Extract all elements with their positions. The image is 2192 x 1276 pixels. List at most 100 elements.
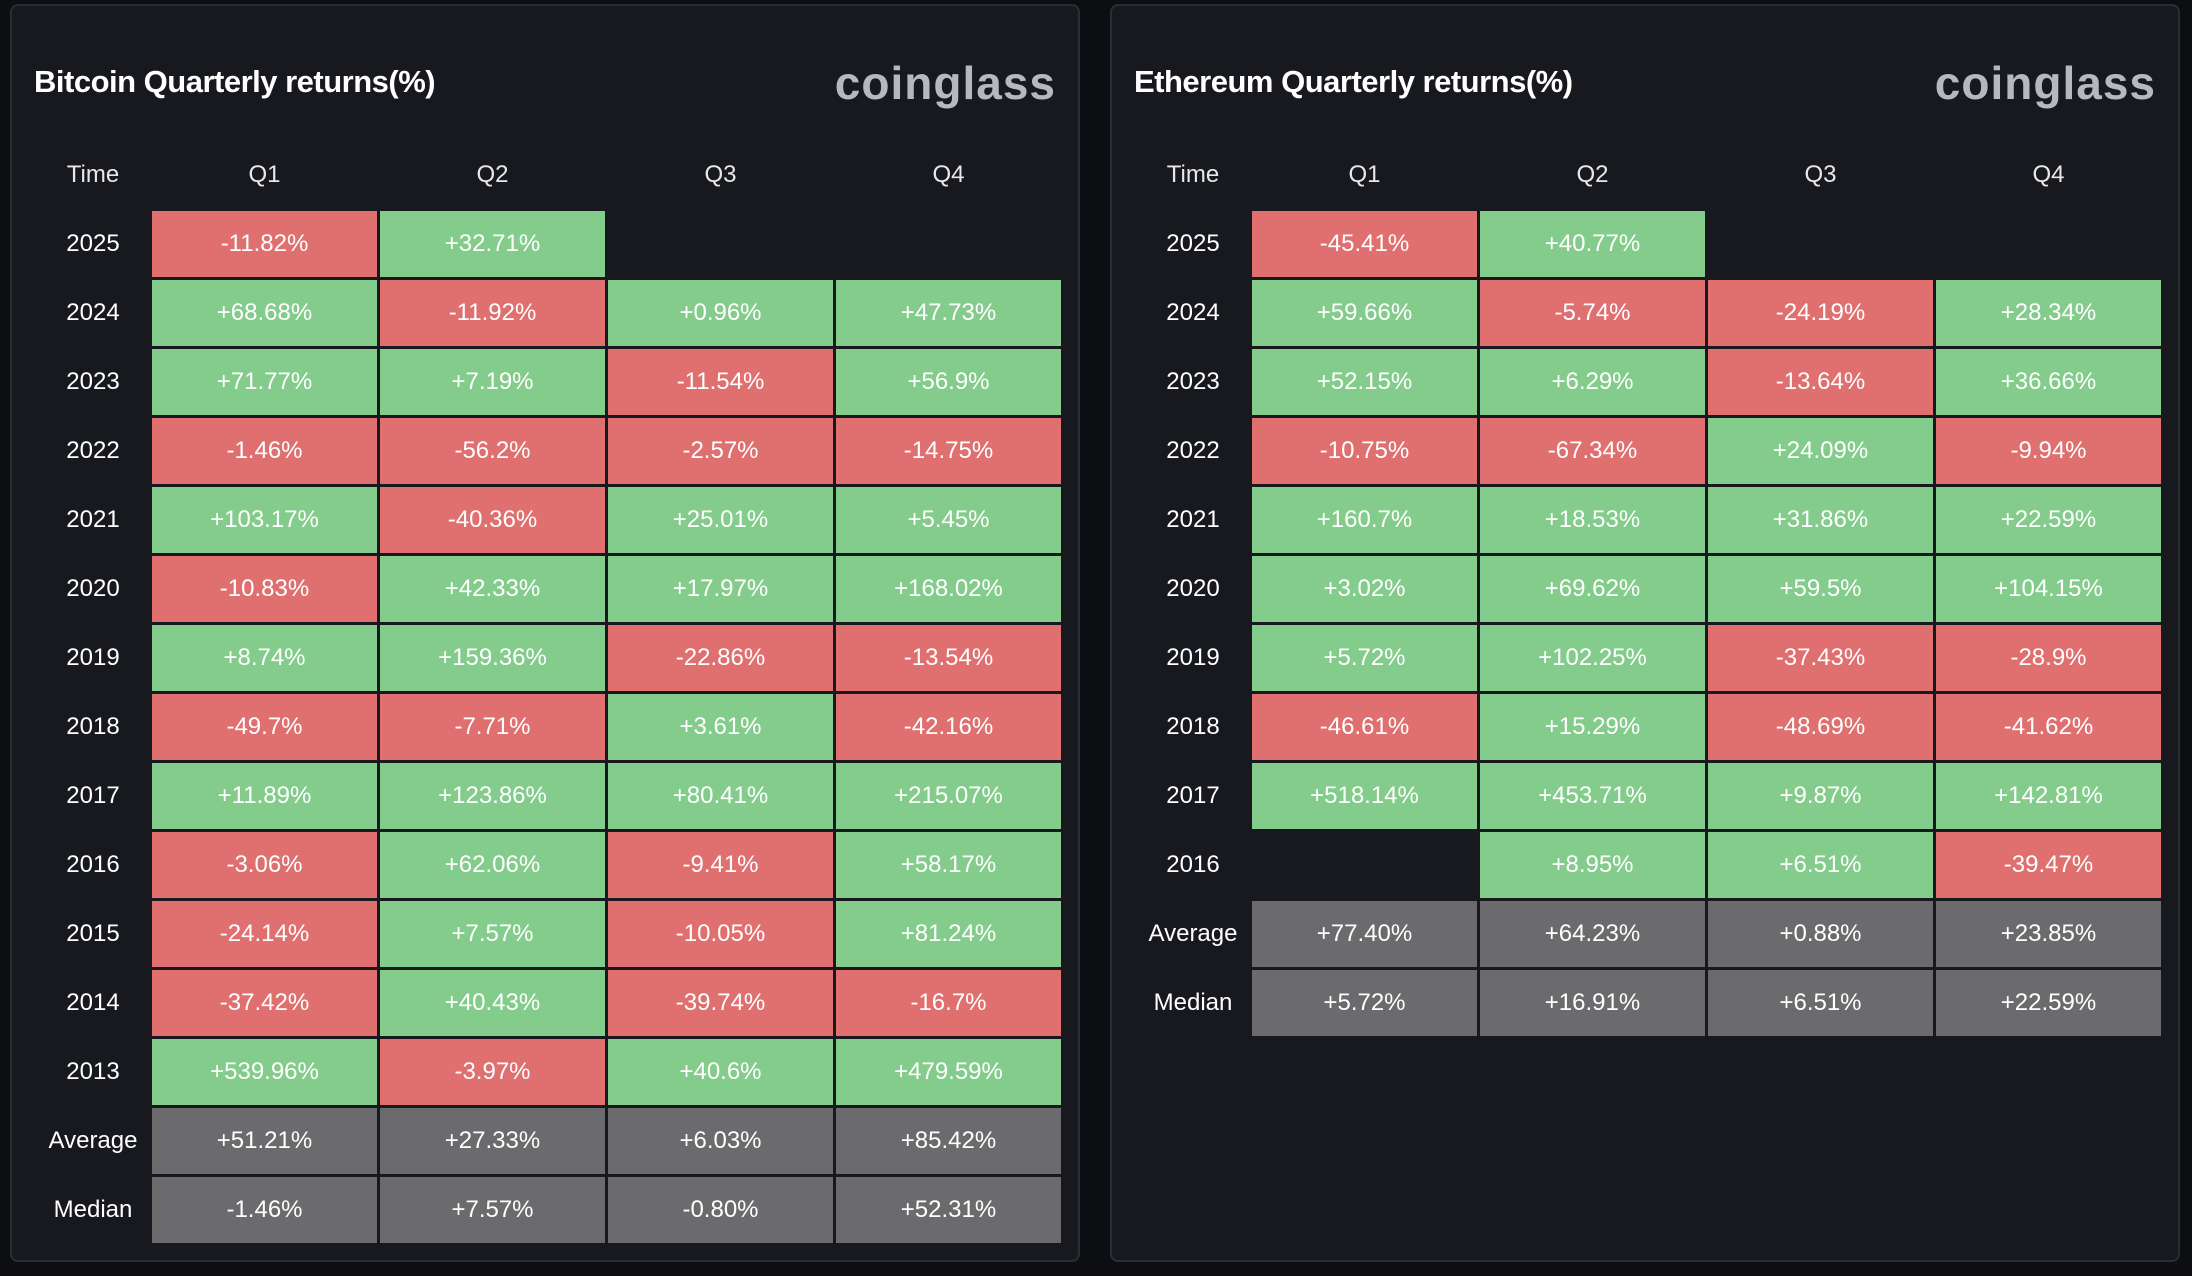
return-cell: -10.05%: [608, 901, 833, 967]
summary-label: Median: [1153, 989, 1233, 1016]
table-row: 2024 +59.66% -5.74% -24.19% +28.34%: [1137, 280, 2161, 346]
summary-row: Median +5.72% +16.91% +6.51% +22.59%: [1137, 970, 2161, 1036]
summary-cell: +22.59%: [1936, 970, 2161, 1036]
table-row: 2017 +11.89% +123.86% +80.41% +215.07%: [37, 763, 1061, 829]
bitcoin-returns-table: Time Q1 Q2 Q3 Q4 2025 -11.82% +32.71% 2024 +68.6…: [34, 139, 1064, 1246]
table-row: 2020 -10.83% +42.33% +17.97% +168.02%: [37, 556, 1061, 622]
summary-cell: +77.40%: [1252, 901, 1477, 967]
return-cell: +518.14%: [1252, 763, 1477, 829]
return-cell: -28.9%: [1936, 625, 2161, 691]
return-cell: +36.66%: [1936, 349, 2161, 415]
return-cell: -24.19%: [1708, 280, 1933, 346]
summary-label: Median: [53, 1196, 133, 1223]
return-cell: +80.41%: [608, 763, 833, 829]
year-label: 2020: [66, 575, 120, 602]
return-cell: -3.97%: [380, 1039, 605, 1105]
return-cell: +104.15%: [1936, 556, 2161, 622]
return-cell: +25.01%: [608, 487, 833, 553]
return-cell: +17.97%: [608, 556, 833, 622]
table-row: 2017 +518.14% +453.71% +9.87% +142.81%: [1137, 763, 2161, 829]
return-cell: +168.02%: [836, 556, 1061, 622]
table-row: 2021 +160.7% +18.53% +31.86% +22.59%: [1137, 487, 2161, 553]
return-cell: -3.06%: [152, 832, 377, 898]
return-cell: -14.75%: [836, 418, 1061, 484]
year-label: 2024: [1166, 299, 1220, 326]
table-row: 2025 -11.82% +32.71%: [37, 211, 1061, 277]
return-cell: -56.2%: [380, 418, 605, 484]
return-cell: +11.89%: [152, 763, 377, 829]
table-row: 2021 +103.17% -40.36% +25.01% +5.45%: [37, 487, 1061, 553]
table-row: 2025 -45.41% +40.77%: [1137, 211, 2161, 277]
return-cell: +59.66%: [1252, 280, 1477, 346]
summary-cell: -0.80%: [608, 1177, 833, 1243]
table-row: 2018 -46.61% +15.29% -48.69% -41.62%: [1137, 694, 2161, 760]
return-cell: +40.6%: [608, 1039, 833, 1105]
empty-cell: [836, 211, 1061, 277]
empty-cell: [1252, 832, 1477, 898]
return-cell: -11.54%: [608, 349, 833, 415]
return-cell: -9.94%: [1936, 418, 2161, 484]
table-row: 2016 -3.06% +62.06% -9.41% +58.17%: [37, 832, 1061, 898]
return-cell: -48.69%: [1708, 694, 1933, 760]
table-row: 2019 +8.74% +159.36% -22.86% -13.54%: [37, 625, 1061, 691]
summary-cell: +52.31%: [836, 1177, 1061, 1243]
return-cell: -1.46%: [152, 418, 377, 484]
return-cell: +539.96%: [152, 1039, 377, 1105]
column-header-q1: Q1: [248, 161, 281, 188]
summary-cell: +6.03%: [608, 1108, 833, 1174]
return-cell: +159.36%: [380, 625, 605, 691]
return-cell: +59.5%: [1708, 556, 1933, 622]
year-label: 2019: [1166, 644, 1220, 671]
return-cell: +6.51%: [1708, 832, 1933, 898]
column-header-q1: Q1: [1348, 161, 1381, 188]
year-label: 2023: [1166, 368, 1220, 395]
return-cell: +7.19%: [380, 349, 605, 415]
return-cell: +5.72%: [1252, 625, 1477, 691]
table-row: 2022 -1.46% -56.2% -2.57% -14.75%: [37, 418, 1061, 484]
column-header-q2: Q2: [1576, 161, 1609, 188]
empty-cell: [1708, 211, 1933, 277]
table-row: 2019 +5.72% +102.25% -37.43% -28.9%: [1137, 625, 2161, 691]
return-cell: +31.86%: [1708, 487, 1933, 553]
year-label: 2025: [1166, 230, 1220, 257]
year-label: 2016: [66, 851, 120, 878]
summary-cell: +85.42%: [836, 1108, 1061, 1174]
header-row: Time Q1 Q2 Q3 Q4: [1137, 142, 2161, 208]
return-cell: +15.29%: [1480, 694, 1705, 760]
year-label: 2021: [66, 506, 120, 533]
return-cell: -11.92%: [380, 280, 605, 346]
year-label: 2025: [66, 230, 120, 257]
return-cell: +71.77%: [152, 349, 377, 415]
return-cell: +142.81%: [1936, 763, 2161, 829]
return-cell: -42.16%: [836, 694, 1061, 760]
table-row: 2024 +68.68% -11.92% +0.96% +47.73%: [37, 280, 1061, 346]
panel-title: Ethereum Quarterly returns(%): [1134, 64, 1573, 99]
column-header-q4: Q4: [2032, 161, 2065, 188]
return-cell: +5.45%: [836, 487, 1061, 553]
return-cell: +479.59%: [836, 1039, 1061, 1105]
column-header-q2: Q2: [476, 161, 509, 188]
return-cell: +0.96%: [608, 280, 833, 346]
summary-cell: -1.46%: [152, 1177, 377, 1243]
summary-label: Average: [1148, 920, 1238, 947]
return-cell: +24.09%: [1708, 418, 1933, 484]
return-cell: +18.53%: [1480, 487, 1705, 553]
return-cell: -2.57%: [608, 418, 833, 484]
table-row: 2023 +52.15% +6.29% -13.64% +36.66%: [1137, 349, 2161, 415]
return-cell: -39.47%: [1936, 832, 2161, 898]
year-label: 2020: [1166, 575, 1220, 602]
return-cell: -49.7%: [152, 694, 377, 760]
return-cell: -9.41%: [608, 832, 833, 898]
table-row: 2014 -37.42% +40.43% -39.74% -16.7%: [37, 970, 1061, 1036]
return-cell: +56.9%: [836, 349, 1061, 415]
return-cell: -41.62%: [1936, 694, 2161, 760]
year-label: 2014: [66, 989, 120, 1016]
return-cell: +28.34%: [1936, 280, 2161, 346]
return-cell: +52.15%: [1252, 349, 1477, 415]
table-row: 2015 -24.14% +7.57% -10.05% +81.24%: [37, 901, 1061, 967]
return-cell: -13.54%: [836, 625, 1061, 691]
return-cell: -24.14%: [152, 901, 377, 967]
return-cell: +42.33%: [380, 556, 605, 622]
return-cell: +81.24%: [836, 901, 1061, 967]
year-label: 2013: [66, 1058, 120, 1085]
